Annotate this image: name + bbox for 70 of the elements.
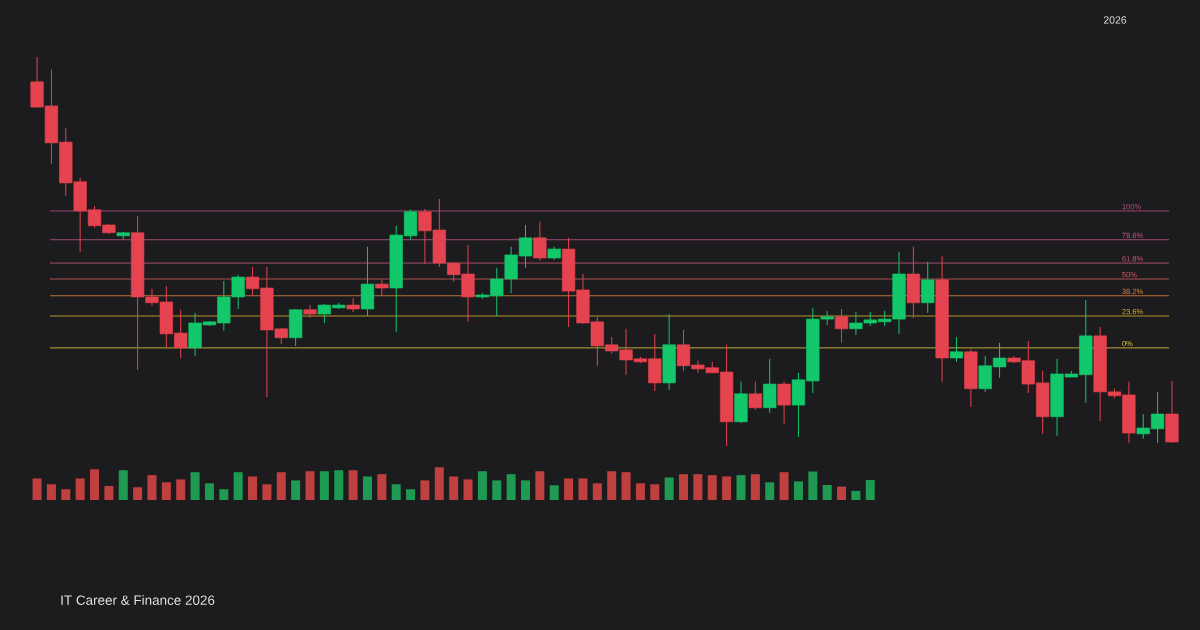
bar: [420, 480, 430, 500]
bar: [463, 479, 473, 500]
bar: [808, 471, 818, 500]
bar: [104, 485, 114, 500]
bar: [607, 471, 617, 500]
candlestick: [303, 304, 317, 319]
bar: [664, 477, 674, 500]
bar: [521, 480, 530, 500]
bar: [262, 484, 272, 500]
bar: [535, 471, 545, 500]
bar: [377, 474, 387, 500]
bar: [477, 471, 487, 500]
candlestick: [533, 221, 547, 262]
candlestick: [921, 261, 935, 314]
candlestick: [763, 358, 777, 414]
bar: [334, 470, 344, 500]
bar: [348, 470, 358, 500]
bar: [793, 481, 803, 500]
candlestick: [777, 381, 791, 425]
bar: [248, 476, 258, 500]
bar: [822, 484, 832, 500]
bar: [650, 484, 660, 500]
bar: [578, 478, 588, 500]
bar: [765, 482, 775, 500]
bar: [635, 483, 645, 500]
bar: [204, 483, 214, 500]
bar: [118, 470, 128, 500]
bar: [851, 490, 861, 500]
bar: [61, 489, 71, 500]
bar: [90, 469, 100, 500]
bar: [592, 483, 602, 500]
bar: [147, 475, 157, 500]
bar: [549, 485, 559, 500]
bar: [736, 475, 746, 500]
bar: [176, 479, 186, 500]
bar: [161, 482, 171, 500]
bar: [707, 475, 717, 500]
bar: [693, 474, 703, 500]
bar: [621, 472, 631, 500]
candlestick: [346, 297, 360, 313]
bar: [391, 484, 401, 500]
bar: [190, 472, 200, 500]
bar: [449, 476, 459, 500]
text: 2026: [1103, 16, 1127, 24]
bar: [865, 480, 875, 500]
bar: [406, 489, 416, 500]
bar: [837, 486, 847, 500]
bar: [679, 474, 689, 500]
candlestick: [834, 308, 849, 344]
bar: [46, 484, 56, 500]
bar: [233, 472, 243, 500]
bar: [779, 472, 789, 500]
text: IT Career & Finance 2026: [61, 595, 215, 605]
bar: [305, 471, 315, 500]
bar: [291, 480, 301, 500]
bar: [434, 467, 444, 500]
bar: [492, 480, 502, 500]
bar: [319, 471, 329, 500]
bar: [564, 478, 574, 500]
bar: [32, 478, 42, 500]
bar: [219, 489, 229, 500]
bar: [276, 472, 286, 500]
candlestick: [949, 336, 964, 363]
bar: [75, 478, 85, 500]
candlestick: [748, 381, 762, 411]
bar: [362, 476, 372, 500]
bar: [506, 474, 516, 500]
bar: [750, 474, 760, 500]
bar: [133, 487, 143, 500]
bar: [722, 476, 732, 500]
